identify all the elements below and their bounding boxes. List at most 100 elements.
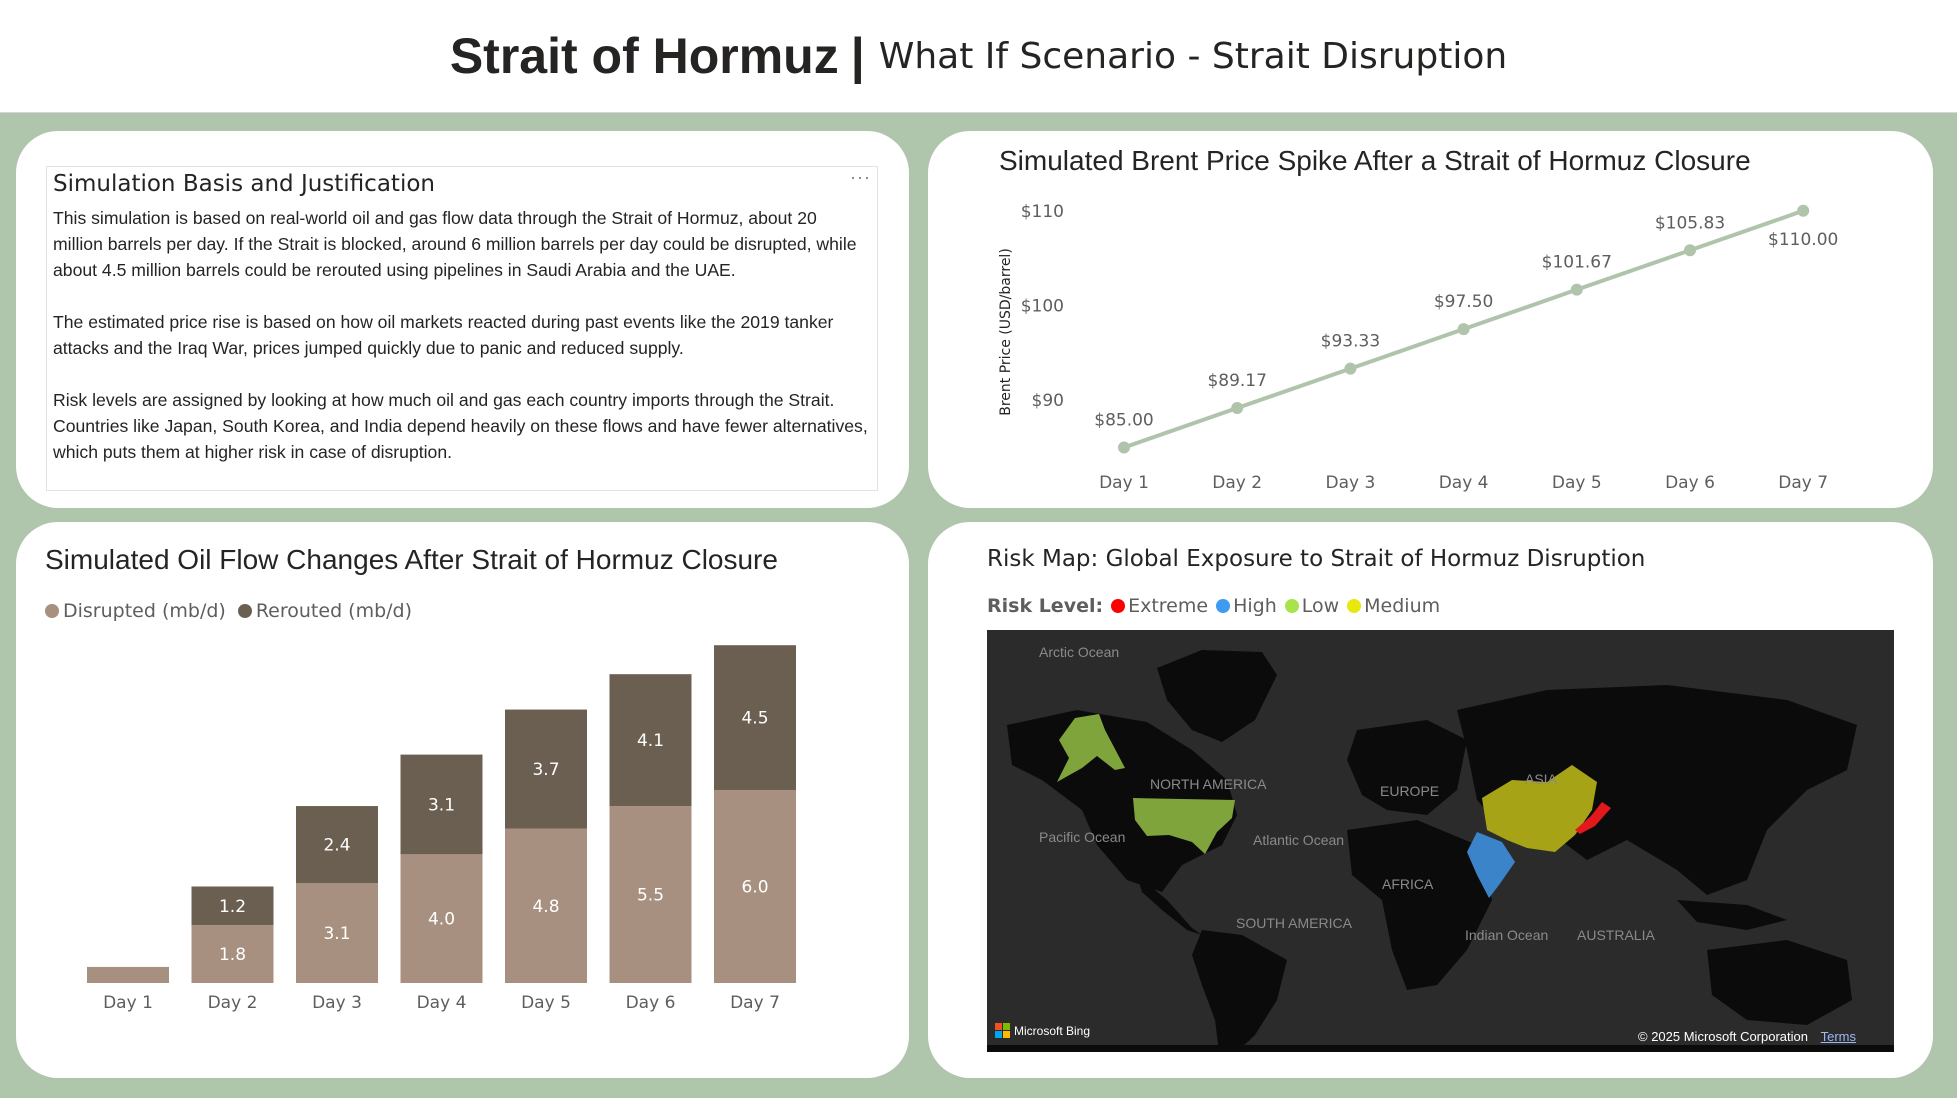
europe-shape — [1347, 720, 1467, 815]
bar-value-label: 4.1 — [637, 731, 664, 751]
map-terms-link[interactable]: Terms — [1820, 1029, 1856, 1044]
greenland-shape — [1157, 650, 1277, 742]
x-tick-label: Day 6 — [626, 993, 676, 1013]
disrupted-bar-segment — [296, 883, 378, 983]
more-options-icon[interactable]: ··· — [850, 167, 871, 187]
legend-item-medium[interactable]: Medium — [1347, 595, 1440, 617]
legend-item-extreme[interactable]: Extreme — [1111, 595, 1208, 617]
disrupted-bar-segment — [400, 854, 483, 983]
bar-value-label: 2.4 — [323, 836, 350, 856]
paragraph-data-source: This simulation is based on real-world o… — [53, 208, 857, 280]
x-tick-label: Day 4 — [417, 993, 467, 1013]
paragraph-risk-levels: Risk levels are assigned by looking at h… — [53, 390, 868, 462]
map-label-africa: AFRICA — [1382, 876, 1434, 892]
legend-item-disrupted[interactable]: Disrupted (mb/d) — [45, 600, 226, 622]
rerouted-bar-segment — [191, 886, 274, 926]
bar-value-label: 4.0 — [428, 910, 455, 930]
x-tick-label: Day 4 — [1439, 473, 1489, 493]
x-tick-label: Day 1 — [1099, 473, 1149, 493]
legend-item-low[interactable]: Low — [1284, 595, 1340, 617]
bar-value-label: 4.8 — [532, 897, 559, 917]
brent-price-line-chart[interactable]: Brent Price (USD/barrel) $90 $100 $110 $85.0… — [928, 131, 1933, 508]
risk-map-title: Risk Map: Global Exposure to Strait of H… — [987, 546, 1646, 572]
microsoft-logo-icon — [995, 1023, 1010, 1038]
indonesia-shape — [1677, 900, 1787, 930]
risk-map-card: Risk Map: Global Exposure to Strait of H… — [928, 522, 1933, 1078]
map-label-indian-ocean: Indian Ocean — [1465, 927, 1548, 943]
legend-label-extreme: Extreme — [1128, 595, 1209, 617]
bar-value-label: 3.7 — [532, 760, 559, 780]
legend-label-rerouted: Rerouted (mb/d) — [255, 600, 413, 622]
rerouted-swatch — [237, 604, 252, 618]
price-point — [1118, 441, 1130, 454]
disrupted-swatch — [45, 604, 59, 618]
rerouted-bar-segment — [296, 806, 378, 884]
x-tick-label: Day 1 — [103, 993, 153, 1013]
landmass-group — [987, 650, 1894, 1052]
antarctic-fringe-shape — [987, 1045, 1894, 1052]
risk-level-label: Risk Level: — [987, 595, 1104, 617]
simulation-basis-textbox[interactable]: ··· Simulation Basis and Justification T… — [46, 166, 878, 491]
map-label-south-america: SOUTH AMERICA — [1236, 915, 1353, 931]
north-america-shape — [1007, 710, 1237, 892]
bing-brand-text: Microsoft Bing — [1014, 1023, 1091, 1038]
page-title: Strait of Hormuz — [449, 28, 839, 84]
bar-value-label: 1.8 — [219, 945, 246, 965]
x-tick-label: Day 7 — [730, 993, 780, 1013]
microsoft-bing-attribution: Microsoft Bing — [995, 1023, 1090, 1038]
disrupted-bar-segment — [87, 966, 169, 983]
legend-item-rerouted[interactable]: Rerouted (mb/d) — [237, 600, 413, 622]
y-axis-label: Brent Price (USD/barrel) — [998, 248, 1014, 416]
legend-item-high[interactable]: High — [1216, 595, 1277, 617]
oil-flow-legend: Disrupted (mb/d) Rerouted (mb/d) — [45, 600, 424, 622]
bar-value-label: 3.1 — [428, 795, 455, 815]
map-copyright: © 2025 Microsoft Corporation — [1638, 1029, 1808, 1044]
dashboard-header: Strait of Hormuz | What If Scenario - St… — [0, 0, 1957, 113]
bar-value-label: 6.0 — [741, 877, 768, 897]
price-data-label: $93.33 — [1321, 332, 1380, 352]
legend-label-low: Low — [1301, 595, 1340, 617]
map-label-north-america: NORTH AMERICA — [1150, 776, 1267, 792]
world-risk-map[interactable]: Arctic Ocean NORTH AMERICA EUROPE ASIA P… — [987, 630, 1894, 1052]
x-tick-label: Day 7 — [1778, 473, 1828, 493]
oil-flow-chart-card[interactable]: Simulated Oil Flow Changes After Strait … — [16, 522, 909, 1078]
medium-swatch — [1347, 599, 1362, 613]
asia-shape — [1457, 685, 1857, 895]
simulation-basis-card: ··· Simulation Basis and Justification T… — [16, 131, 909, 508]
japan-region — [1575, 802, 1611, 834]
south-america-shape — [1192, 930, 1287, 1052]
x-tick-label: Day 6 — [1665, 473, 1715, 493]
extreme-swatch — [1111, 599, 1126, 613]
price-data-label: $105.83 — [1655, 213, 1725, 233]
price-data-label: $97.50 — [1434, 292, 1493, 312]
legend-label-medium: Medium — [1364, 595, 1441, 617]
rerouted-bar-segment — [400, 754, 483, 855]
map-label-europe: EUROPE — [1380, 783, 1439, 799]
world-map-canvas[interactable]: Arctic Ocean NORTH AMERICA EUROPE ASIA P… — [987, 630, 1894, 1052]
disrupted-bar-segment — [191, 925, 274, 983]
bar-value-label: 5.5 — [637, 886, 664, 906]
price-point — [1231, 402, 1244, 415]
price-point — [1344, 362, 1357, 375]
simulation-basis-title: Simulation Basis and Justification — [53, 171, 435, 197]
price-data-label: $101.67 — [1542, 253, 1612, 273]
bar-value-label: 4.5 — [741, 709, 768, 729]
price-point — [1797, 204, 1810, 217]
paragraph-price-basis: The estimated price rise is based on how… — [53, 312, 834, 358]
oil-flow-stacked-bar-chart[interactable]: Day 1 1.8 1.2 Day 2 3.1 2.4 Day 3 4.0 3.1 Day 4 4.… — [16, 522, 909, 1078]
legend-label-disrupted: Disrupted (mb/d) — [63, 600, 226, 622]
rerouted-bar-segment — [714, 645, 796, 790]
india-region — [1467, 832, 1515, 898]
bar-value-label: 1.2 — [219, 897, 246, 917]
y-tick-label: $90 — [1032, 391, 1064, 411]
x-tick-label: Day 3 — [312, 993, 362, 1013]
price-point — [1457, 323, 1470, 336]
x-tick-label: Day 2 — [208, 993, 258, 1013]
map-label-atlantic: Atlantic Ocean — [1253, 832, 1344, 848]
high-swatch — [1216, 599, 1231, 613]
rerouted-bar-segment — [505, 709, 587, 829]
map-label-pacific: Pacific Ocean — [1039, 829, 1125, 845]
brent-price-chart-card[interactable]: Simulated Brent Price Spike After a Stra… — [928, 131, 1933, 508]
disrupted-bar-segment — [714, 789, 796, 983]
rerouted-bar-segment — [609, 674, 692, 807]
